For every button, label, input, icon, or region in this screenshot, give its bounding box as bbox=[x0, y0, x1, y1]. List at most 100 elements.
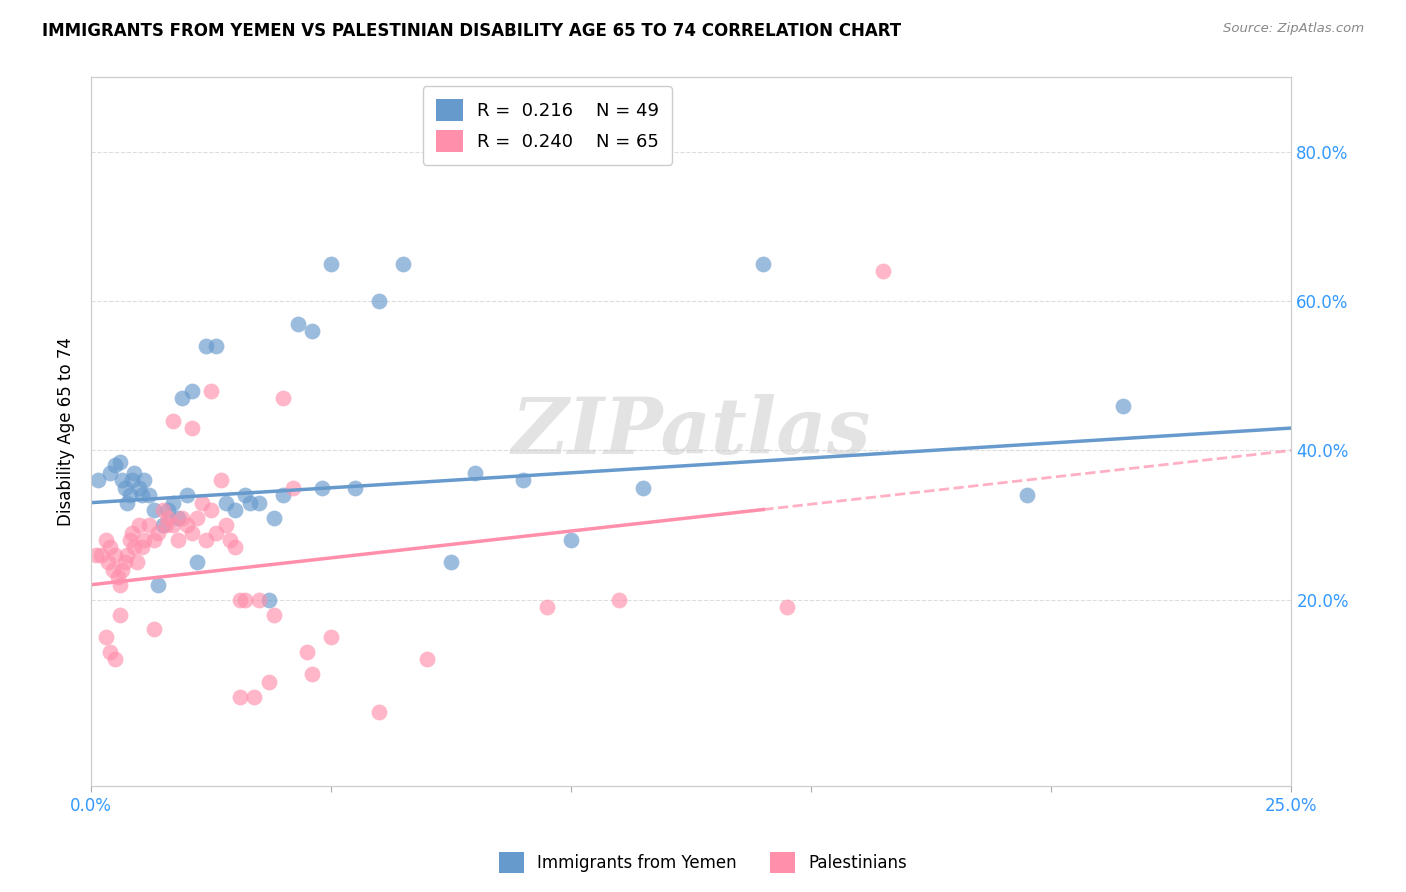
Point bbox=[94, 630, 117, 644]
Point bbox=[138, 488, 160, 502]
Point bbox=[108, 607, 131, 622]
Point bbox=[263, 510, 285, 524]
Point bbox=[148, 578, 170, 592]
Point bbox=[257, 674, 280, 689]
Point bbox=[776, 600, 799, 615]
Point bbox=[181, 384, 204, 398]
Point bbox=[301, 324, 323, 338]
Point bbox=[172, 510, 194, 524]
Point bbox=[214, 518, 236, 533]
Point bbox=[281, 481, 304, 495]
Point bbox=[162, 518, 184, 533]
Point bbox=[98, 541, 121, 555]
Point bbox=[108, 578, 131, 592]
Point bbox=[560, 533, 582, 547]
Point bbox=[239, 496, 262, 510]
Point bbox=[84, 548, 107, 562]
Point bbox=[98, 645, 121, 659]
Point bbox=[872, 264, 894, 278]
Point bbox=[224, 541, 246, 555]
Point bbox=[107, 570, 129, 584]
Point bbox=[295, 645, 318, 659]
Point bbox=[344, 481, 367, 495]
Point bbox=[633, 481, 655, 495]
Point bbox=[209, 473, 232, 487]
Point bbox=[205, 525, 228, 540]
Point bbox=[607, 592, 630, 607]
Point bbox=[97, 555, 120, 569]
Point bbox=[132, 533, 155, 547]
Point bbox=[512, 473, 534, 487]
Point bbox=[121, 525, 143, 540]
Point bbox=[94, 533, 117, 547]
Point bbox=[536, 600, 558, 615]
Point bbox=[108, 455, 131, 469]
Point bbox=[131, 541, 153, 555]
Point bbox=[87, 473, 110, 487]
Point bbox=[111, 563, 134, 577]
Point bbox=[186, 510, 208, 524]
Point bbox=[172, 391, 194, 405]
Point bbox=[392, 257, 415, 271]
Point bbox=[152, 503, 174, 517]
Point bbox=[229, 690, 252, 704]
Point bbox=[229, 592, 252, 607]
Point bbox=[440, 555, 463, 569]
Point bbox=[247, 592, 270, 607]
Point bbox=[142, 623, 165, 637]
Point bbox=[148, 525, 170, 540]
Point bbox=[287, 317, 309, 331]
Point bbox=[142, 503, 165, 517]
Point bbox=[155, 518, 177, 533]
Point bbox=[752, 257, 775, 271]
Point bbox=[142, 533, 165, 547]
Point bbox=[271, 391, 294, 405]
Point bbox=[1112, 399, 1135, 413]
Point bbox=[301, 667, 323, 681]
Point bbox=[115, 496, 138, 510]
Point bbox=[98, 466, 121, 480]
Point bbox=[104, 458, 127, 473]
Point bbox=[90, 548, 112, 562]
Point bbox=[121, 473, 143, 487]
Point bbox=[247, 496, 270, 510]
Point bbox=[257, 592, 280, 607]
Point bbox=[181, 421, 204, 435]
Point bbox=[1017, 488, 1039, 502]
Point bbox=[166, 510, 188, 524]
Point bbox=[156, 503, 179, 517]
Point bbox=[152, 518, 174, 533]
Point bbox=[115, 548, 138, 562]
Point bbox=[368, 705, 391, 719]
Point bbox=[200, 384, 222, 398]
Point bbox=[233, 592, 256, 607]
Point bbox=[162, 414, 184, 428]
Point bbox=[104, 652, 127, 666]
Point bbox=[311, 481, 333, 495]
Point bbox=[132, 473, 155, 487]
Point bbox=[195, 533, 218, 547]
Point bbox=[195, 339, 218, 353]
Point bbox=[464, 466, 486, 480]
Text: Source: ZipAtlas.com: Source: ZipAtlas.com bbox=[1223, 22, 1364, 36]
Point bbox=[271, 488, 294, 502]
Point bbox=[186, 555, 208, 569]
Point bbox=[118, 488, 141, 502]
Point bbox=[125, 555, 148, 569]
Point bbox=[128, 481, 150, 495]
Point bbox=[224, 503, 246, 517]
Point bbox=[321, 257, 343, 271]
Point bbox=[118, 533, 141, 547]
Y-axis label: Disability Age 65 to 74: Disability Age 65 to 74 bbox=[58, 337, 75, 526]
Point bbox=[162, 496, 184, 510]
Point bbox=[114, 481, 136, 495]
Point bbox=[263, 607, 285, 622]
Text: ZIPatlas: ZIPatlas bbox=[512, 393, 870, 470]
Point bbox=[176, 488, 198, 502]
Point bbox=[181, 525, 204, 540]
Point bbox=[101, 563, 124, 577]
Point bbox=[124, 541, 146, 555]
Point bbox=[321, 630, 343, 644]
Point bbox=[219, 533, 242, 547]
Legend: R =  0.216    N = 49, R =  0.240    N = 65: R = 0.216 N = 49, R = 0.240 N = 65 bbox=[423, 87, 672, 165]
